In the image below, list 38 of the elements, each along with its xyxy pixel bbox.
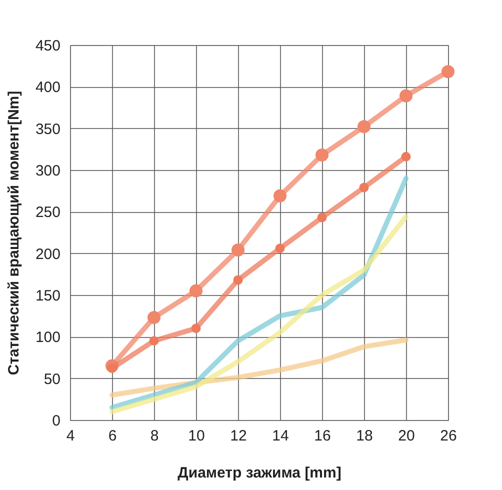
- point: [231, 243, 245, 257]
- y-tick-label: 250: [35, 204, 60, 222]
- x-tick-label: 6: [108, 428, 117, 444]
- x-tick-label: 8: [150, 428, 159, 444]
- x-tick-label: 4: [66, 428, 75, 444]
- y-axis-title: Статический вращающий момент[Nm]: [5, 90, 22, 376]
- x-tick-label: 20: [398, 428, 415, 444]
- point: [357, 120, 371, 134]
- y-tick-label: 300: [35, 162, 60, 180]
- x-tick-label: 18: [356, 428, 373, 444]
- y-tick-label: 400: [35, 79, 60, 96]
- x-tick-label: 16: [314, 428, 331, 444]
- point: [191, 324, 201, 334]
- y-tick-label: 200: [35, 246, 60, 263]
- point: [359, 182, 369, 192]
- x-axis-title: Диаметр зажима [mm]: [178, 464, 342, 482]
- x-tick-label: 26: [440, 428, 457, 444]
- point: [149, 336, 159, 346]
- y-tick-label: 0: [52, 412, 60, 430]
- point: [107, 364, 117, 374]
- y-tick-label: 450: [35, 38, 60, 54]
- point: [275, 244, 285, 254]
- point: [441, 65, 455, 78]
- x-tick-label: 14: [272, 428, 289, 444]
- y-tick-label: 350: [35, 120, 60, 138]
- point: [317, 212, 327, 222]
- point: [399, 89, 413, 102]
- y-tick-label: 150: [35, 288, 60, 304]
- point: [233, 275, 243, 285]
- point: [315, 148, 329, 162]
- x-tick-label: 10: [188, 428, 205, 444]
- y-tick-label: 100: [35, 329, 60, 346]
- point: [401, 152, 411, 162]
- y-tick-label: 50: [44, 370, 60, 388]
- point: [147, 310, 161, 324]
- point: [189, 284, 203, 298]
- x-tick-label: 12: [230, 428, 247, 444]
- point: [273, 189, 287, 202]
